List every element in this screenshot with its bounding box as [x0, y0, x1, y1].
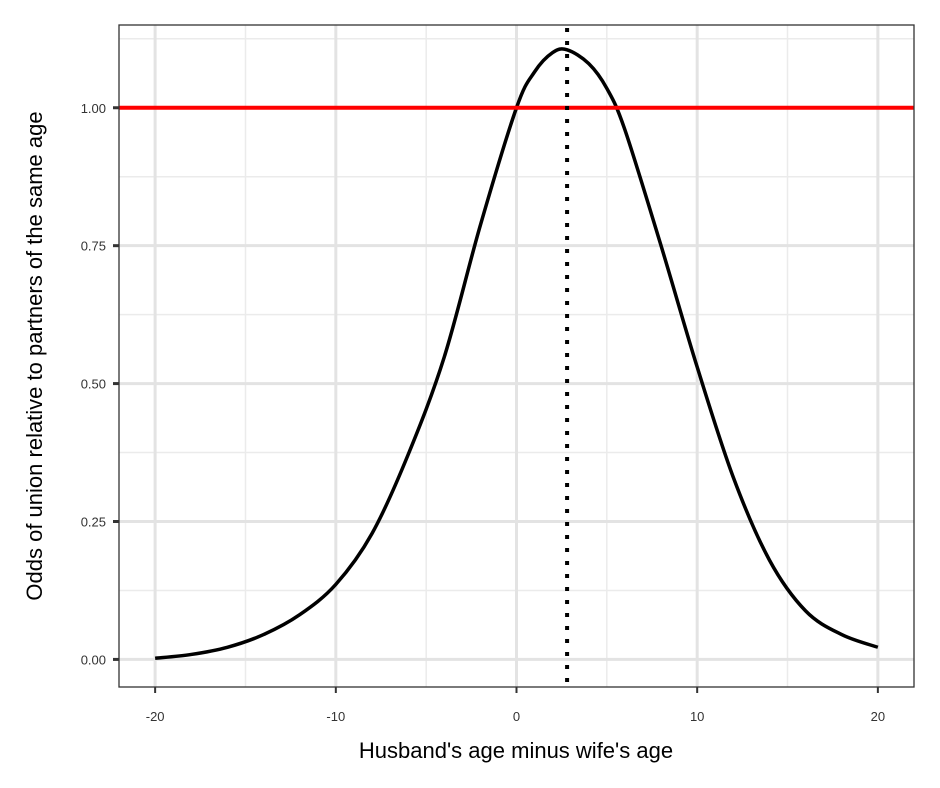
x-tick-label: 0: [513, 709, 520, 724]
y-tick-label: 0.25: [81, 515, 106, 530]
x-axis: -20 -10 0 10 20: [146, 687, 885, 724]
y-tick-label: 0.75: [81, 239, 106, 254]
x-tick-label: -20: [146, 709, 165, 724]
x-tick-label: -10: [326, 709, 345, 724]
y-tick-label: 0.00: [81, 652, 106, 667]
y-axis-title: Odds of union relative to partners of th…: [22, 111, 47, 600]
x-tick-label: 10: [690, 709, 704, 724]
y-axis: 0.00 0.25 0.50 0.75 1.00: [81, 101, 119, 667]
y-tick-label: 1.00: [81, 101, 106, 116]
x-tick-label: 20: [871, 709, 885, 724]
reference-lines: [119, 28, 914, 687]
x-axis-title: Husband's age minus wife's age: [359, 738, 673, 763]
series-layer: [154, 47, 879, 661]
y-tick-label: 0.50: [81, 377, 106, 392]
series-line: [154, 47, 879, 661]
